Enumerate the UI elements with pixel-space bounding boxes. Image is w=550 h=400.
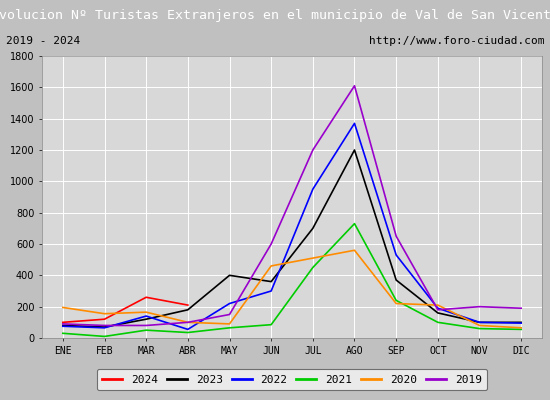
Text: Evolucion Nº Turistas Extranjeros en el municipio de Val de San Vicente: Evolucion Nº Turistas Extranjeros en el …: [0, 8, 550, 22]
Text: http://www.foro-ciudad.com: http://www.foro-ciudad.com: [369, 36, 544, 46]
Legend: 2024, 2023, 2022, 2021, 2020, 2019: 2024, 2023, 2022, 2021, 2020, 2019: [97, 369, 487, 390]
Text: 2019 - 2024: 2019 - 2024: [6, 36, 80, 46]
